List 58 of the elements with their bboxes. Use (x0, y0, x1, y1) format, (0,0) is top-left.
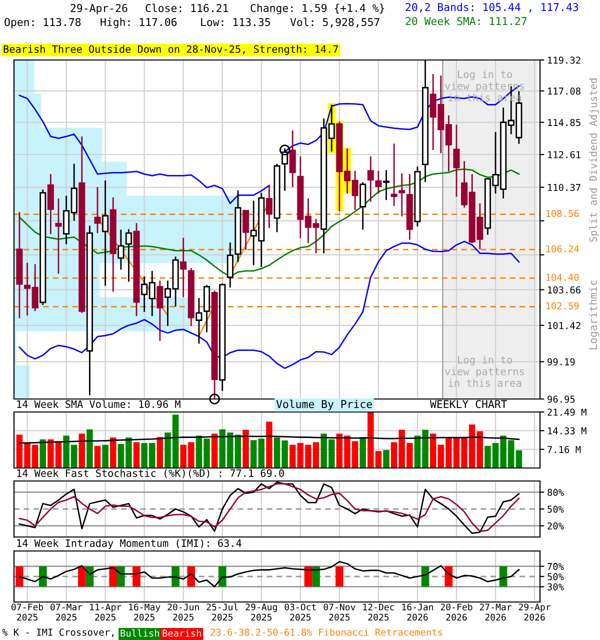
x-tick-label: 27-Mar 2026 (480, 604, 512, 621)
x-tick-label: 11-Apr 2025 (90, 604, 122, 621)
y-tick-label: 14.33 M (548, 427, 586, 434)
y-tick-label: 110.37 (548, 184, 580, 192)
text: WEEKLY CHART (430, 400, 508, 408)
x-tick-label: 16-May 2025 (129, 604, 160, 621)
x-tick-label: 20-Jun 2025 (168, 604, 199, 621)
text: Close: 116.21 (146, 4, 228, 12)
text: Change: 1.59 {+1.4 %} (250, 4, 384, 14)
y-axis-title: Split and Dividend Adjusted (589, 78, 599, 242)
x-tick-label: 25-Jul 2025 (206, 603, 238, 621)
y-tick-label: 80% (548, 488, 564, 496)
chart-title: 14 Week SMA Volume: 10.96 M (17, 400, 180, 408)
y-tick-label: 7.16 M (548, 446, 581, 454)
text: 20,2 Bands: 105.44 , 117.43 (406, 2, 578, 12)
y-tick-label: 70% (548, 562, 564, 570)
y-tick-label: 99.19 (548, 358, 575, 366)
x-tick-label: 03-Oct 2025 (284, 604, 316, 621)
x-tick-label: 29-Apr 2026 (518, 604, 550, 621)
y-tick-label: 21.49 M (548, 408, 586, 416)
x-tick-label: 20-Feb 2026 (440, 603, 472, 621)
text: Open: 113.78 (4, 18, 81, 28)
text: Bullish (120, 629, 159, 637)
text: High: 117.06 (100, 18, 177, 28)
annotation: Log in to view patterns in this area (445, 356, 524, 387)
ref-line-label: 106.24 (546, 245, 579, 252)
x-tick-label: 16-Jan 2026 (402, 604, 433, 621)
x-tick-label: 12-Dec 2025 (363, 604, 394, 621)
y-tick-label: 20% (548, 522, 564, 530)
x-tick-label: 07-Mar 2025 (50, 604, 82, 621)
text: % K - IMI Crossover, (2, 628, 114, 637)
y-tick-label: 96.95 (548, 396, 575, 403)
chart-title: 14 Week Fast Stochastic (%K)(%D) : 77.1 69.0 (17, 469, 284, 478)
chart-title: Bearish Three Outside Down on 28-Nov-25, Strength: 14.7 (4, 45, 338, 55)
text: 29-Apr-26 (70, 4, 128, 14)
text: 20 Week SMA: 111.27 (406, 16, 527, 26)
text: Low: 113.35 (201, 18, 270, 26)
x-tick-label: 29-Aug 2025 (246, 604, 277, 621)
chart-title: 14 Week Intraday Momentum (IMI): 63.4 (17, 539, 242, 549)
x-tick-label: 07-Nov 2025 (324, 604, 356, 621)
y-tick-label: 30% (548, 583, 564, 590)
text: Volume By Price (276, 400, 372, 410)
y-tick-label: 101.42 (548, 322, 580, 330)
text: 23.6-38.2-50-61.8% Fibonacci Retracements (210, 628, 442, 636)
y-tick-label: 114.85 (548, 118, 580, 126)
text: Logarithmic (588, 280, 600, 350)
y-tick-label: 50% (548, 573, 564, 580)
y-tick-label: 103.66 (548, 286, 580, 294)
y-tick-label: 119.32 (548, 56, 580, 64)
ref-line-label: 102.59 (546, 302, 579, 310)
ref-line-label: 104.40 (546, 274, 579, 281)
y-tick-label: 112.61 (548, 151, 580, 158)
ref-line-label: 108.56 (546, 210, 579, 218)
y-tick-label: 50% (548, 506, 564, 513)
text: Bearish (162, 629, 201, 637)
text: Vol: 5,928,557 (290, 18, 380, 28)
y-tick-label: 117.08 (548, 88, 580, 95)
x-tick-label: 07-Feb 2025 (12, 603, 44, 621)
